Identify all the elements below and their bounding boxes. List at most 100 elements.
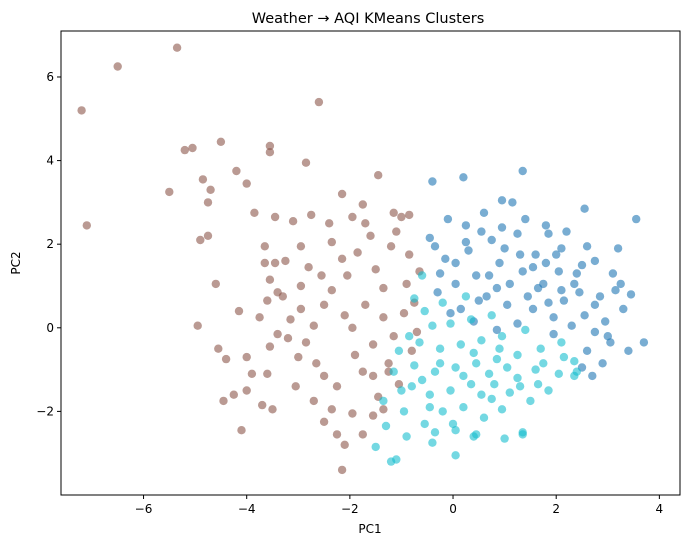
scatter-point-cluster-2 bbox=[515, 382, 525, 391]
x-axis-label: PC1 bbox=[358, 522, 381, 536]
scatter-point-cluster-0 bbox=[358, 367, 367, 376]
scatter-point-cluster-1 bbox=[451, 258, 460, 268]
scatter-point-cluster-2 bbox=[487, 394, 496, 404]
scatter-point-cluster-0 bbox=[206, 185, 215, 194]
scatter-point-cluster-1 bbox=[619, 304, 628, 314]
scatter-point-cluster-1 bbox=[451, 279, 460, 289]
scatter-point-cluster-1 bbox=[531, 250, 540, 259]
scatter-point-cluster-1 bbox=[552, 250, 561, 259]
scatter-point-cluster-0 bbox=[265, 275, 275, 284]
scatter-point-cluster-0 bbox=[379, 283, 388, 293]
scatter-point-cluster-2 bbox=[402, 432, 411, 441]
scatter-point-cluster-0 bbox=[309, 396, 318, 406]
scatter-point-cluster-0 bbox=[348, 409, 357, 418]
scatter-point-cluster-0 bbox=[265, 148, 275, 157]
scatter-point-cluster-0 bbox=[389, 332, 398, 341]
scatter-point-cluster-1 bbox=[590, 327, 600, 337]
scatter-point-cluster-0 bbox=[307, 210, 316, 220]
scatter-point-cluster-1 bbox=[474, 296, 483, 305]
scatter-point-cluster-0 bbox=[268, 405, 277, 414]
scatter-point-cluster-1 bbox=[601, 317, 610, 326]
scatter-point-cluster-0 bbox=[319, 371, 329, 381]
scatter-point-cluster-1 bbox=[503, 300, 512, 309]
scatter-point-cluster-1 bbox=[479, 208, 489, 217]
scatter-point-cluster-0 bbox=[77, 106, 86, 115]
scatter-point-cluster-0 bbox=[348, 212, 357, 222]
scatter-point-cluster-0 bbox=[265, 342, 275, 351]
scatter-point-cluster-2 bbox=[572, 367, 581, 376]
scatter-point-cluster-2 bbox=[495, 344, 504, 353]
scatter-point-cluster-1 bbox=[461, 237, 471, 247]
scatter-point-cluster-1 bbox=[632, 214, 641, 224]
scatter-point-cluster-0 bbox=[180, 145, 189, 155]
scatter-point-cluster-1 bbox=[567, 321, 576, 330]
scatter-point-cluster-0 bbox=[361, 300, 370, 309]
scatter-point-cluster-2 bbox=[557, 338, 566, 347]
scatter-point-cluster-1 bbox=[459, 173, 468, 182]
scatter-point-cluster-0 bbox=[283, 334, 293, 343]
scatter-point-cluster-1 bbox=[528, 304, 538, 314]
scatter-point-cluster-0 bbox=[301, 158, 311, 167]
scatter-point-cluster-2 bbox=[420, 306, 429, 316]
scatter-point-cluster-0 bbox=[379, 313, 388, 322]
scatter-point-cluster-1 bbox=[425, 233, 434, 243]
scatter-point-cluster-0 bbox=[319, 417, 329, 426]
scatter-point-cluster-1 bbox=[572, 269, 581, 278]
chart-title: Weather → AQI KMeans Clusters bbox=[252, 11, 485, 27]
scatter-point-cluster-1 bbox=[497, 196, 507, 205]
y-axis-label: PC2 bbox=[9, 251, 23, 274]
scatter-point-cluster-0 bbox=[366, 231, 375, 240]
scatter-point-cluster-0 bbox=[270, 212, 280, 222]
scatter-point-cluster-0 bbox=[337, 465, 347, 475]
scatter-point-cluster-2 bbox=[513, 350, 522, 360]
scatter-point-cluster-0 bbox=[340, 311, 349, 320]
scatter-point-cluster-2 bbox=[554, 369, 563, 378]
scatter-point-cluster-1 bbox=[456, 304, 465, 314]
scatter-point-cluster-0 bbox=[82, 221, 92, 230]
scatter-point-cluster-2 bbox=[459, 403, 468, 412]
scatter-point-cluster-0 bbox=[368, 340, 378, 349]
scatter-point-cluster-2 bbox=[472, 359, 481, 368]
scatter-point-cluster-2 bbox=[461, 292, 471, 301]
scatter-point-cluster-1 bbox=[433, 288, 442, 297]
scatter-point-cluster-0 bbox=[312, 359, 321, 368]
scatter-point-cluster-2 bbox=[417, 271, 427, 280]
scatter-point-cluster-0 bbox=[389, 208, 398, 217]
scatter-point-cluster-0 bbox=[203, 231, 213, 240]
scatter-point-cluster-0 bbox=[314, 97, 324, 107]
scatter-point-cluster-2 bbox=[379, 396, 388, 406]
scatter-point-cluster-0 bbox=[237, 426, 246, 435]
scatter-point-cluster-0 bbox=[260, 258, 269, 268]
scatter-point-cluster-0 bbox=[273, 329, 282, 339]
x-tick-label: 4 bbox=[656, 502, 664, 516]
scatter-point-cluster-1 bbox=[521, 214, 530, 224]
scatter-point-cluster-1 bbox=[487, 235, 496, 245]
scatter-point-cluster-2 bbox=[410, 294, 419, 303]
scatter-point-cluster-2 bbox=[428, 438, 437, 447]
scatter-point-cluster-1 bbox=[513, 319, 522, 328]
scatter-point-cluster-1 bbox=[582, 242, 592, 251]
scatter-point-cluster-2 bbox=[430, 367, 440, 376]
scatter-point-cluster-0 bbox=[242, 386, 251, 395]
scatter-point-cluster-0 bbox=[270, 258, 280, 268]
scatter-point-cluster-1 bbox=[590, 256, 600, 266]
scatter-point-cluster-0 bbox=[337, 189, 347, 199]
scatter-point-cluster-0 bbox=[353, 248, 362, 257]
scatter-point-cluster-2 bbox=[559, 352, 569, 362]
scatter-point-cluster-1 bbox=[582, 346, 592, 355]
scatter-point-cluster-1 bbox=[559, 296, 569, 305]
x-tick-label: −4 bbox=[238, 502, 256, 516]
scatter-point-cluster-1 bbox=[608, 269, 618, 278]
scatter-point-cluster-0 bbox=[260, 242, 269, 251]
scatter-point-cluster-2 bbox=[394, 346, 404, 355]
scatter-point-cluster-1 bbox=[626, 290, 636, 299]
scatter-point-cluster-2 bbox=[371, 442, 380, 452]
scatter-point-cluster-1 bbox=[598, 359, 607, 368]
scatter-point-cluster-0 bbox=[294, 352, 303, 362]
scatter-point-cluster-1 bbox=[446, 309, 455, 318]
scatter-point-cluster-2 bbox=[451, 426, 460, 435]
scatter-point-cluster-0 bbox=[296, 304, 306, 314]
scatter-point-cluster-0 bbox=[371, 265, 380, 274]
scatter-point-cluster-0 bbox=[368, 371, 378, 381]
